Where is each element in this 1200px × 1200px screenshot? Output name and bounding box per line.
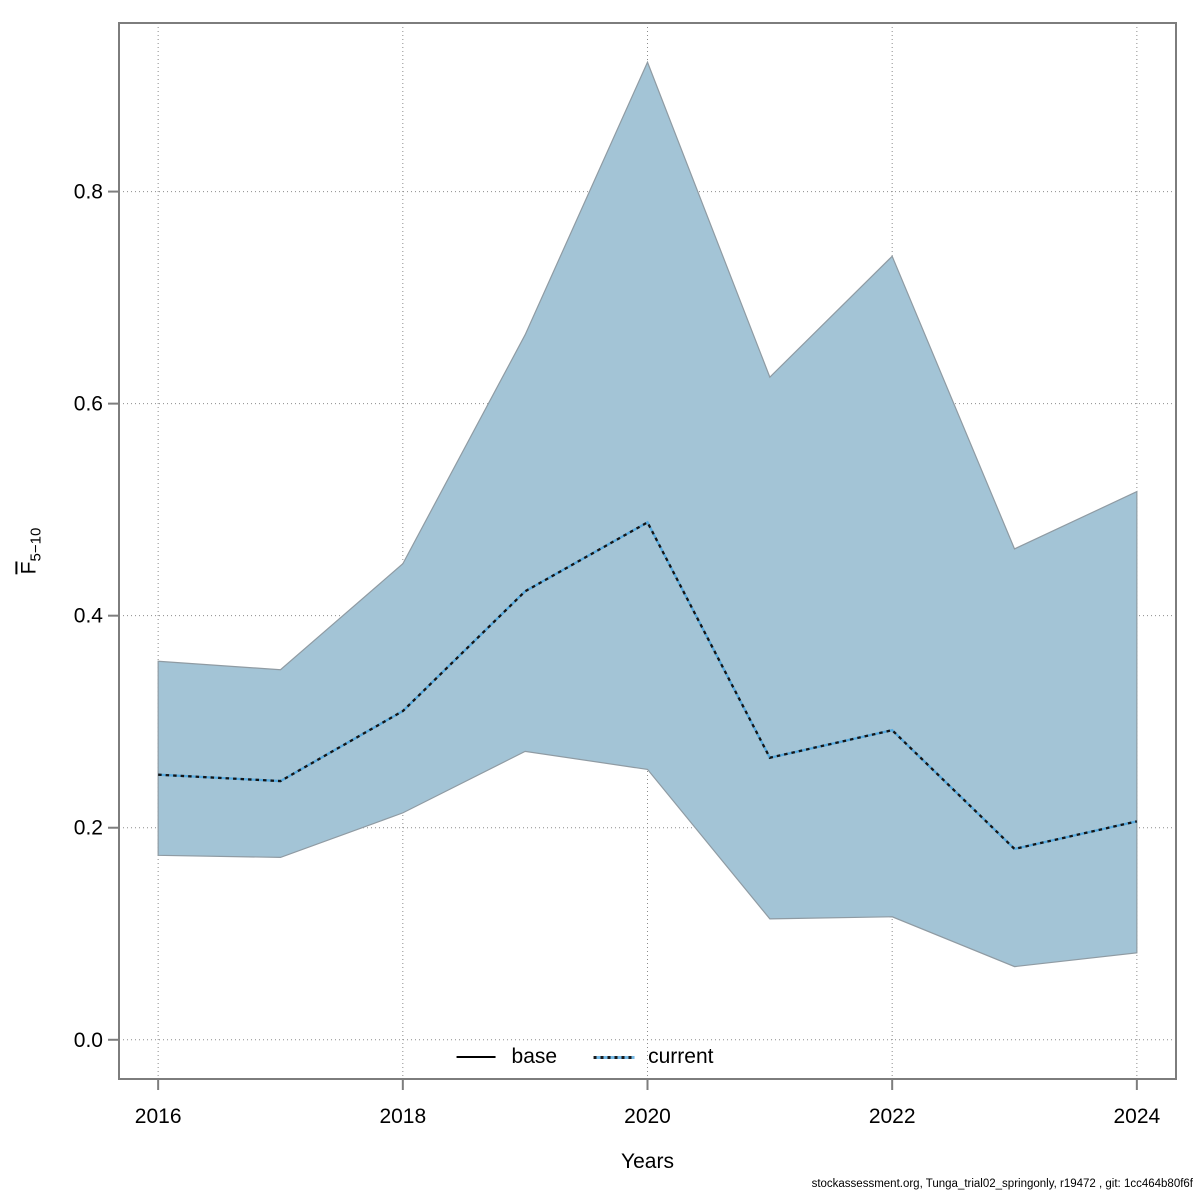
x-tick-label: 2020 bbox=[624, 1105, 671, 1128]
current-line-underlay bbox=[158, 520, 1138, 851]
y-tick-label: 0.2 bbox=[74, 817, 103, 840]
y-tick-label: 0.8 bbox=[74, 181, 103, 204]
x-tick-label: 2016 bbox=[135, 1105, 182, 1128]
y-tick-label: 0.6 bbox=[74, 393, 103, 416]
legend-current-label: current bbox=[648, 1045, 714, 1068]
confidence-band bbox=[157, 60, 1138, 968]
legend: base current bbox=[456, 1045, 714, 1069]
y-tick-label: 0.4 bbox=[74, 605, 104, 628]
caption-text: stockassessment.org, Tunga_trial02_sprin… bbox=[811, 1178, 1193, 1190]
x-tick-label: 2022 bbox=[869, 1105, 916, 1128]
y-axis-label-symbol: F bbox=[17, 561, 41, 575]
x-tick-label: 2024 bbox=[1113, 1105, 1160, 1128]
y-axis-label-subscript: 5−10 bbox=[27, 527, 45, 562]
y-tick-label: 0.0 bbox=[74, 1029, 103, 1052]
x-tick-label: 2018 bbox=[379, 1105, 426, 1128]
x-axis-label: Years bbox=[621, 1150, 674, 1173]
legend-base-line-swatch bbox=[456, 1056, 496, 1058]
y-axis-label: F5−10 bbox=[17, 528, 44, 575]
legend-current-line-swatch bbox=[593, 1055, 635, 1059]
legend-base-label: base bbox=[511, 1045, 558, 1068]
